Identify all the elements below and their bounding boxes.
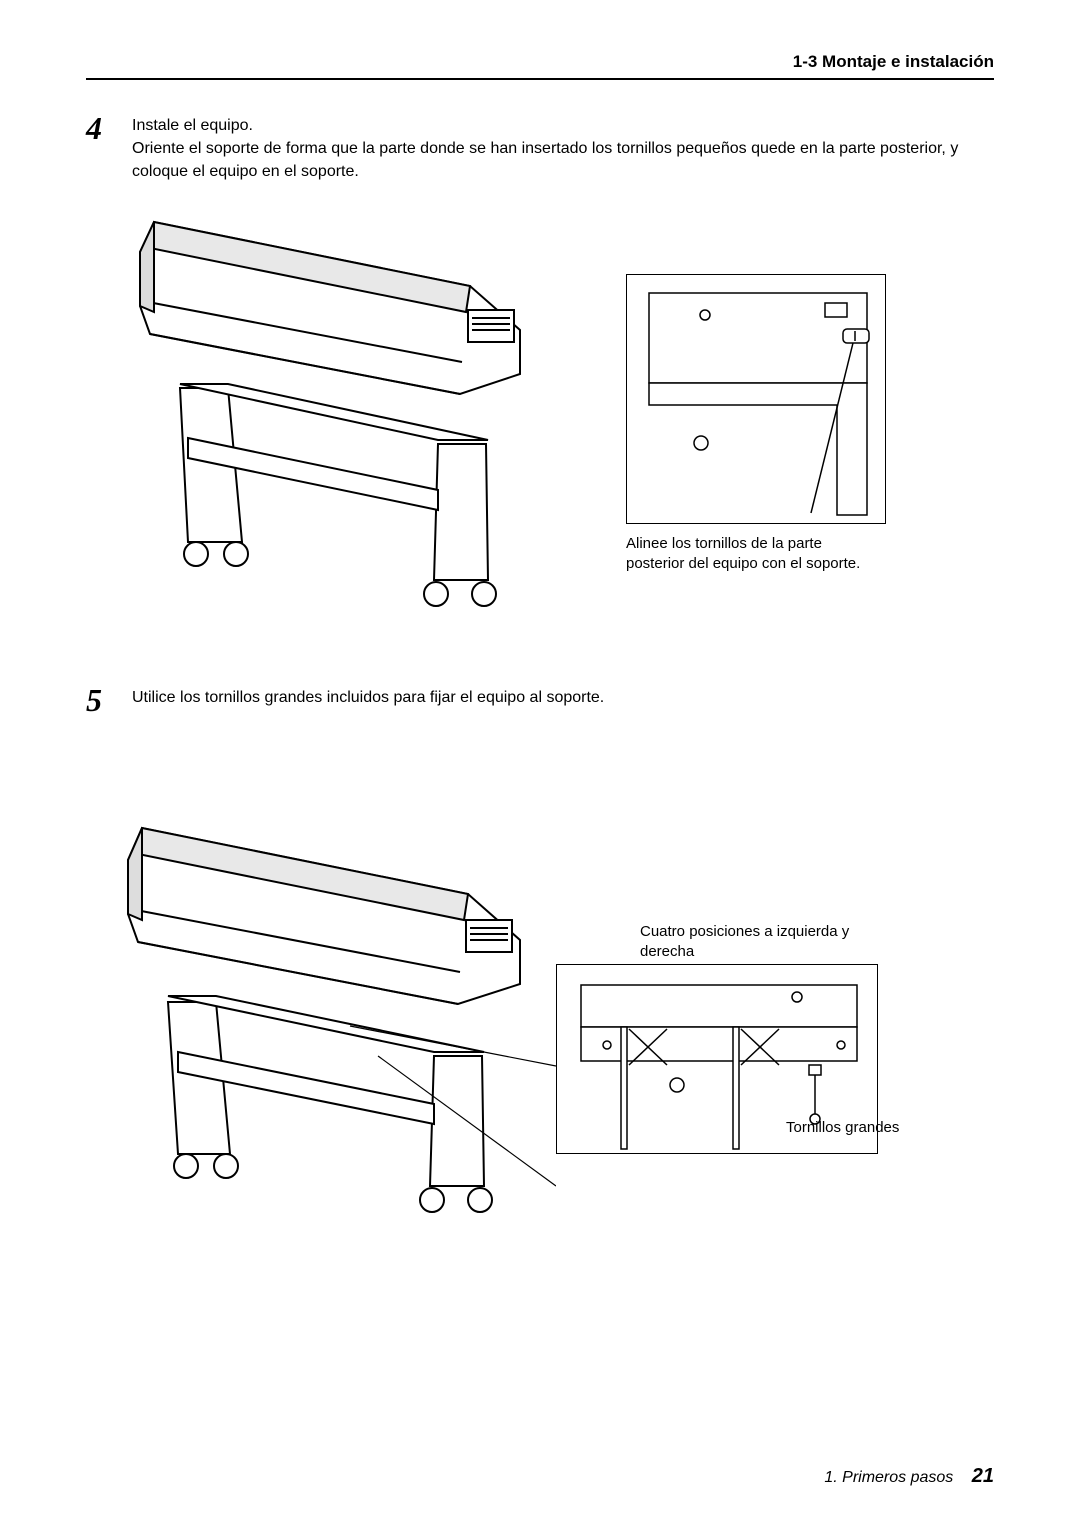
step-4-detail-box xyxy=(626,274,886,524)
printer-on-stand-illustration xyxy=(110,202,550,632)
step-4-detail-illustration xyxy=(627,275,887,525)
section-header: 1-3 Montaje e instalación xyxy=(86,52,994,78)
step-number-4: 4 xyxy=(86,112,132,144)
header-rule xyxy=(86,78,994,80)
step-number-5: 5 xyxy=(86,684,132,716)
step-4: 4 Instale el equipo. Oriente el soporte … xyxy=(86,112,994,184)
step-4-detail-caption: Alinee los tornillos de la parte posteri… xyxy=(626,534,876,575)
page-footer: 1. Primeros pasos 21 xyxy=(824,1465,994,1488)
step-4-text: Instale el equipo. Oriente el soporte de… xyxy=(132,112,994,184)
step-5-bolt-caption: Tornillos grandes xyxy=(786,1118,906,1138)
footer-chapter: 1. Primeros pasos xyxy=(824,1469,953,1486)
footer-page-number: 21 xyxy=(972,1465,994,1487)
step-5-line1: Utilice los tornillos grandes incluidos … xyxy=(132,689,604,706)
figure-step-5: Cuatro posiciones a izquierda y derecha xyxy=(86,726,994,1206)
step-5: 5 Utilice los tornillos grandes incluido… xyxy=(86,684,994,716)
printer-assembled-illustration xyxy=(96,766,556,1216)
step-4-line2: Oriente el soporte de forma que la parte… xyxy=(132,140,958,180)
step-5-text: Utilice los tornillos grandes incluidos … xyxy=(132,684,994,709)
figure-step-4: Alinee los tornillos de la parte posteri… xyxy=(86,194,994,664)
step-5-top-caption: Cuatro posiciones a izquierda y derecha xyxy=(640,922,880,963)
step-4-line1: Instale el equipo. xyxy=(132,114,994,137)
